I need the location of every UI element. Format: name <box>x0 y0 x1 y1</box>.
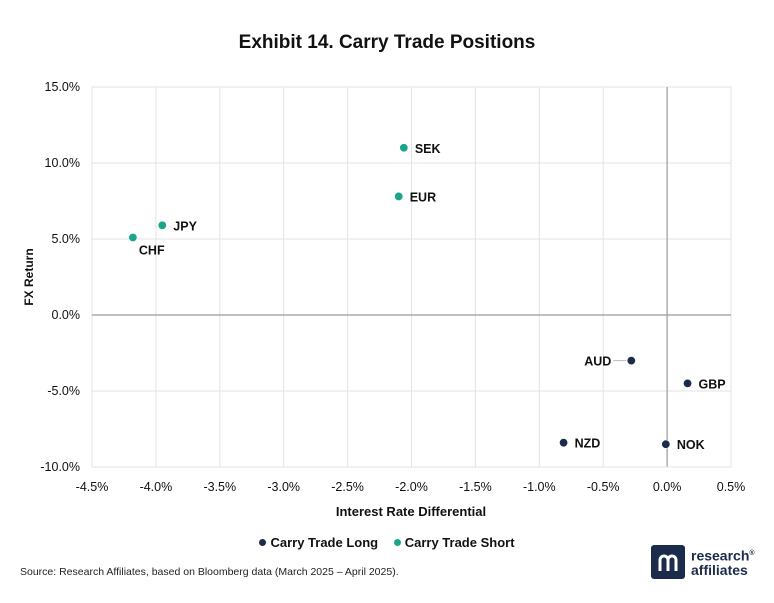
point-label-aud: AUD <box>584 355 611 369</box>
research-affiliates-logo: research® affiliates <box>651 545 761 579</box>
legend-item-long: Carry Trade Long <box>259 535 378 550</box>
y-tick-label: -10.0% <box>40 460 80 474</box>
source-note: Source: Research Affiliates, based on Bl… <box>20 566 399 578</box>
data-point-aud <box>626 356 636 366</box>
legend-dot-short-icon <box>393 539 401 547</box>
x-tick-label: -4.5% <box>76 480 109 494</box>
legend-dot-long-icon <box>259 539 267 547</box>
logo-line1: research® <box>691 547 755 564</box>
y-tick-label: 5.0% <box>52 232 81 246</box>
y-tick-label: 15.0% <box>45 80 80 94</box>
grid-lines <box>91 86 732 468</box>
point-labels: AUD GBP NZD NOK SEK EUR JPY CHF <box>139 142 726 452</box>
data-point-nok <box>661 439 671 449</box>
legend-item-short: Carry Trade Short <box>393 535 515 550</box>
data-point-nzd <box>559 438 569 448</box>
data-point-gbp <box>683 378 693 388</box>
y-axis-label: FX Return <box>22 248 36 305</box>
x-tick-label: -4.0% <box>140 480 173 494</box>
y-tick-label: 10.0% <box>45 156 80 170</box>
data-point-sek <box>399 143 409 153</box>
data-points <box>128 143 693 449</box>
scatter-chart: -4.5% -4.0% -3.5% -3.0% -2.5% -2.0% -1.5% -1.0%… <box>22 80 745 519</box>
point-label-chf: CHF <box>139 243 165 257</box>
logo-line2: affiliates <box>691 561 748 578</box>
point-label-nzd: NZD <box>575 437 601 451</box>
point-label-gbp: GBP <box>699 377 726 391</box>
logo-mark-icon <box>651 545 685 579</box>
x-tick-label: -1.5% <box>459 480 492 494</box>
data-point-eur <box>394 191 404 201</box>
x-tick-label: 0.5% <box>717 480 746 494</box>
x-tick-label: 0.0% <box>653 480 682 494</box>
data-point-chf <box>128 232 138 242</box>
legend-label-short: Carry Trade Short <box>404 535 515 550</box>
x-tick-label: -0.5% <box>587 480 620 494</box>
x-tick-label: -2.0% <box>395 480 428 494</box>
x-tick-label: -1.0% <box>523 480 556 494</box>
x-tick-label: -3.5% <box>203 480 236 494</box>
y-tick-label: -5.0% <box>47 384 80 398</box>
axes: -4.5% -4.0% -3.5% -3.0% -2.5% -2.0% -1.5% -1.0%… <box>40 80 745 494</box>
chart-legend: Carry Trade Long Carry Trade Short <box>0 535 774 550</box>
x-tick-label: -2.5% <box>331 480 364 494</box>
chart-title: Exhibit 14. Carry Trade Positions <box>238 32 536 53</box>
data-point-jpy <box>157 220 167 230</box>
x-axis-label: Interest Rate Differential <box>336 504 486 519</box>
point-label-sek: SEK <box>415 142 441 156</box>
point-label-nok: NOK <box>677 438 705 452</box>
point-label-jpy: JPY <box>173 219 197 233</box>
x-tick-label: -3.0% <box>267 480 300 494</box>
point-label-eur: EUR <box>410 190 436 204</box>
y-tick-label: 0.0% <box>52 308 81 322</box>
legend-label-long: Carry Trade Long <box>270 535 379 550</box>
